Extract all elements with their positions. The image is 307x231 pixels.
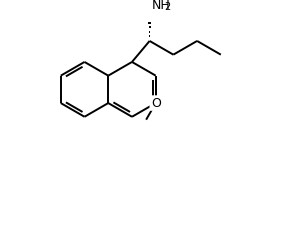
Text: 2: 2	[164, 2, 170, 12]
Text: O: O	[151, 97, 161, 109]
Text: NH: NH	[151, 0, 170, 12]
